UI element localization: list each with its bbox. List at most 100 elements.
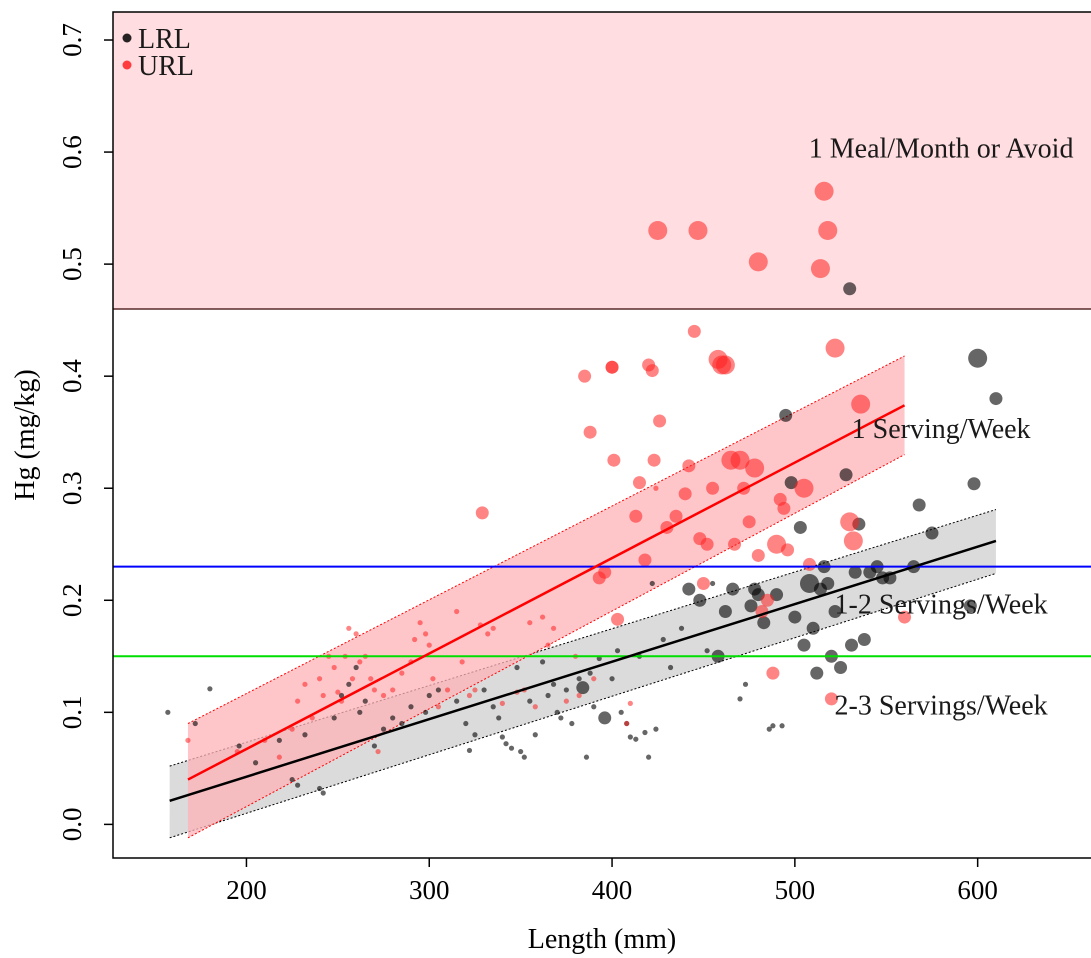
point-url [550, 625, 557, 631]
point-url [810, 259, 830, 279]
point-lrl [766, 726, 772, 732]
point-lrl [371, 743, 378, 749]
point-lrl [810, 666, 824, 680]
point-lrl [646, 754, 652, 760]
point-lrl [276, 737, 282, 743]
point-url [611, 612, 625, 626]
point-lrl [252, 760, 259, 766]
point-url [390, 687, 396, 693]
point-lrl [857, 632, 871, 646]
point-url [417, 620, 423, 626]
point-lrl [576, 676, 582, 682]
point-url [818, 221, 838, 241]
point-url [638, 553, 652, 567]
point-lrl [463, 720, 469, 727]
point-lrl [834, 661, 848, 675]
point-lrl [302, 732, 308, 738]
point-url [742, 515, 756, 529]
point-lrl [912, 498, 926, 512]
zone-label-avoid: 1 Meal/Month or Avoid [809, 134, 1074, 165]
legend-label-url: URL [138, 51, 194, 82]
point-lrl [435, 687, 441, 693]
point-url [706, 481, 720, 495]
point-lrl [848, 565, 862, 579]
point-lrl [380, 726, 387, 732]
point-lrl [514, 664, 520, 671]
point-lrl [518, 748, 524, 755]
band-url [187, 356, 905, 838]
point-url [777, 501, 791, 515]
point-lrl [770, 723, 776, 729]
point-url [678, 487, 692, 501]
point-url [485, 631, 491, 637]
point-url [563, 698, 569, 704]
fit-line-lrl [169, 539, 997, 803]
point-lrl [704, 648, 710, 654]
point-url [653, 414, 667, 428]
zone-label: 1-2 Servings/Week [835, 590, 1048, 621]
point-url [688, 221, 708, 241]
point-url [728, 537, 742, 551]
x-axis-title: Length (mm) [528, 924, 677, 955]
fit-line-url [187, 404, 906, 781]
point-url [576, 692, 582, 699]
point-lrl [331, 715, 337, 721]
point-lrl [550, 681, 557, 687]
point-lrl [682, 582, 696, 596]
point-url [380, 692, 387, 699]
point-url [840, 512, 860, 532]
point-url [289, 726, 295, 732]
point-lrl [346, 681, 352, 687]
point-url [648, 221, 668, 241]
point-url [435, 704, 441, 710]
point-url [607, 453, 621, 467]
point-lrl [845, 638, 859, 652]
point-url [302, 681, 308, 687]
point-url [346, 625, 352, 631]
point-lrl [357, 709, 363, 715]
point-url [357, 659, 363, 665]
point-url [295, 698, 301, 704]
y-tick-label: 0.3 [57, 471, 87, 505]
avoid-zone [113, 12, 1091, 310]
x-tick-label: 500 [775, 875, 816, 905]
point-lrl [963, 599, 977, 613]
point-url [316, 676, 323, 682]
point-lrl [454, 698, 460, 704]
point-url [583, 425, 597, 439]
point-lrl [806, 621, 820, 635]
point-url [700, 537, 714, 551]
point-url [499, 700, 505, 706]
point-lrl [490, 704, 496, 710]
point-url [532, 704, 538, 710]
point-lrl [779, 408, 793, 422]
data-points [165, 181, 1003, 796]
point-lrl [521, 754, 527, 760]
point-lrl [583, 754, 590, 760]
point-lrl [532, 732, 538, 738]
point-lrl [558, 715, 564, 721]
regression-lines [169, 404, 997, 803]
point-lrl [496, 715, 502, 721]
point-lrl [653, 726, 659, 732]
point-lrl [472, 732, 478, 738]
point-lrl [779, 723, 785, 729]
point-url [276, 754, 282, 760]
y-tick-label: 0.0 [57, 808, 87, 842]
point-url [632, 476, 646, 490]
point-url [444, 687, 451, 693]
band-lower-url [187, 454, 905, 839]
point-url [353, 631, 359, 637]
point-url [375, 748, 381, 755]
point-lrl [642, 729, 648, 736]
point-url [802, 557, 816, 571]
point-lrl [539, 659, 546, 665]
point-lrl [784, 476, 798, 490]
point-lrl [788, 610, 802, 624]
x-tick-label: 300 [409, 875, 450, 905]
point-url [669, 509, 683, 523]
point-lrl [353, 664, 359, 671]
point-lrl [554, 709, 560, 715]
point-lrl [614, 648, 621, 654]
